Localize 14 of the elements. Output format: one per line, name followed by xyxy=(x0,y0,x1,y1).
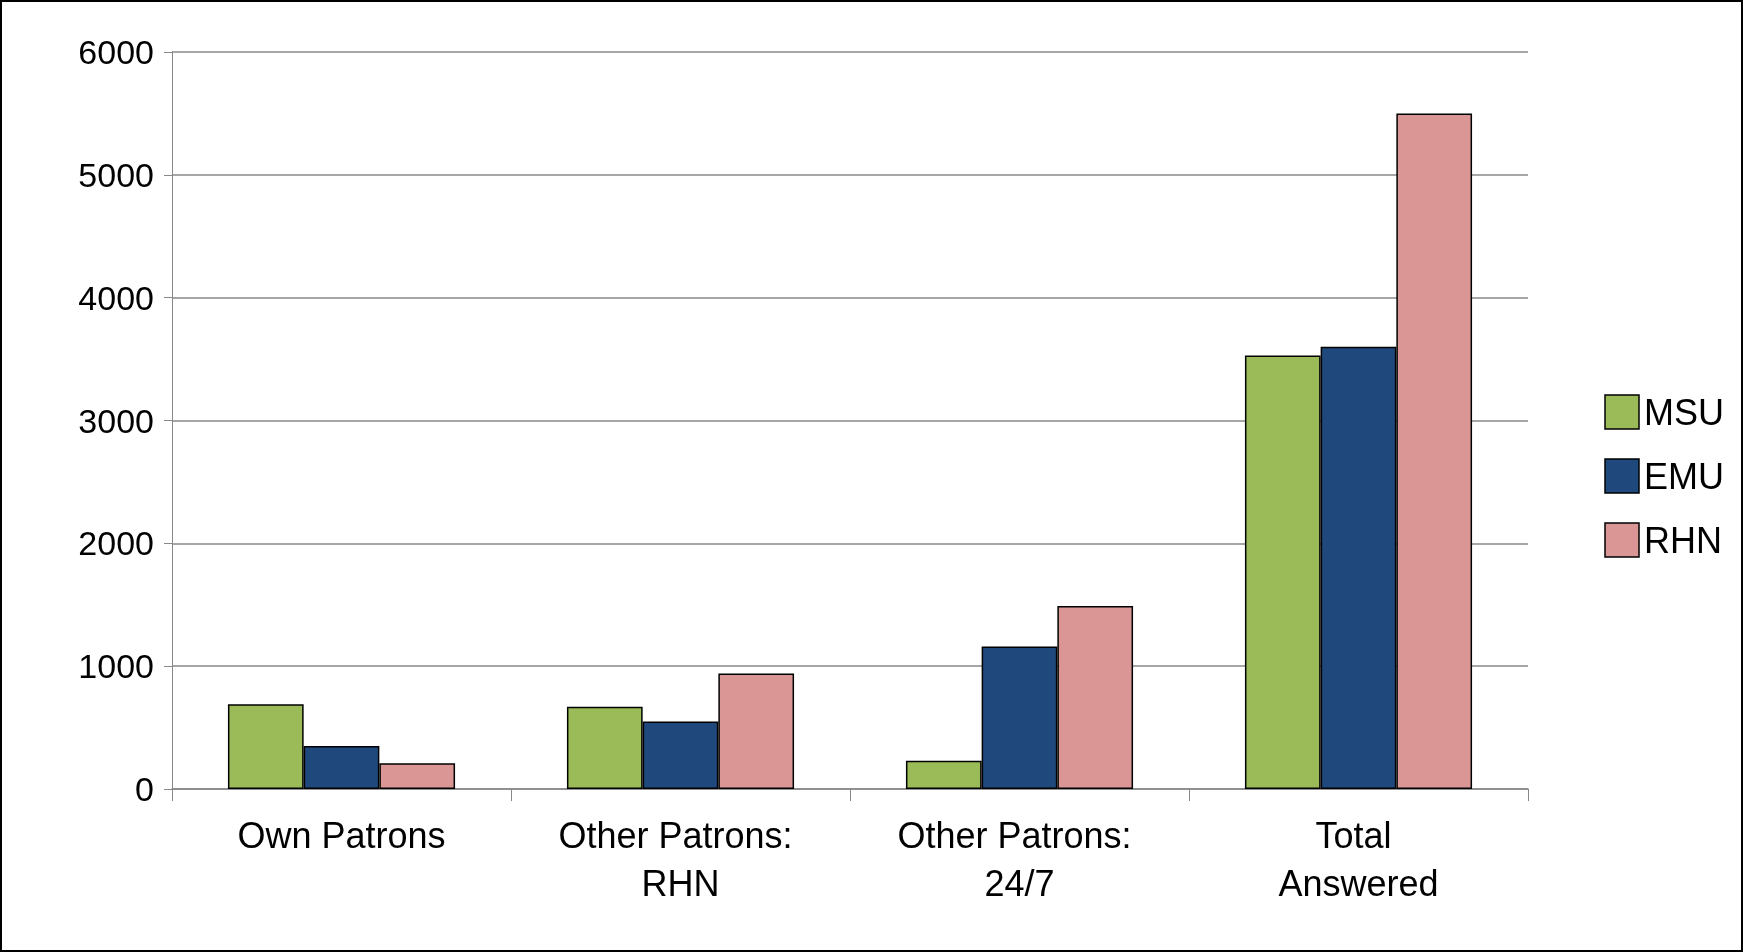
x-tick-label: Own Patrons xyxy=(237,814,446,856)
legend-label: RHN xyxy=(1644,519,1722,561)
y-tick-label: 4000 xyxy=(78,278,154,317)
legend-label: EMU xyxy=(1644,455,1724,497)
y-tick-label: 0 xyxy=(135,770,154,808)
y-tick-label: 2000 xyxy=(78,524,154,563)
y-tick-label: 3000 xyxy=(78,401,154,440)
x-tick-label: Other Patrons: 24/7 xyxy=(897,814,1142,904)
legend-label: MSU xyxy=(1644,391,1724,433)
y-tick-label: 6000 xyxy=(78,33,154,71)
x-tick-label: Other Patrons: RHN xyxy=(558,814,803,904)
y-tick-label: 5000 xyxy=(78,155,154,194)
y-tick-label: 1000 xyxy=(78,647,154,686)
x-tick-label: Total Answered xyxy=(1278,814,1439,904)
